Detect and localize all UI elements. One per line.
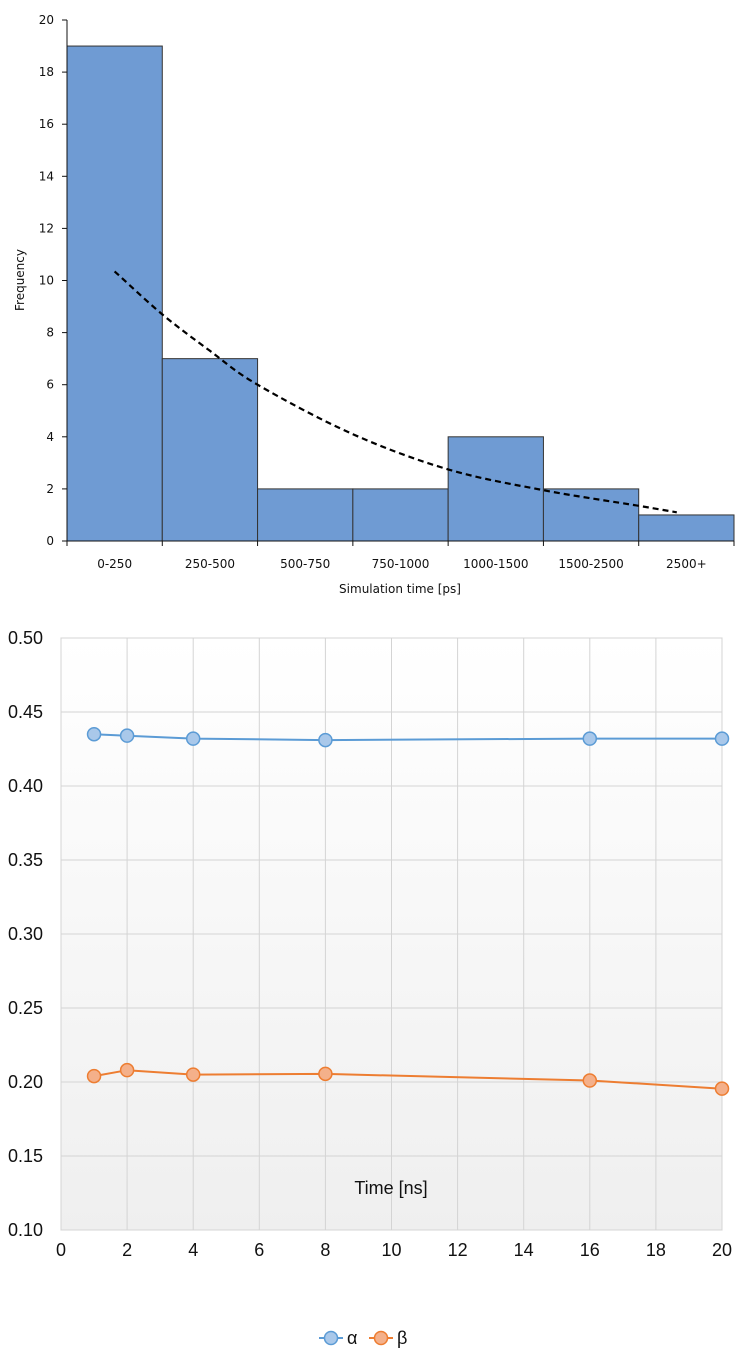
line-x-axis-label: Time [ns] <box>354 1178 427 1198</box>
histogram-bar <box>257 488 354 542</box>
y-tick-label: 0.35 <box>8 850 43 870</box>
legend-item: β <box>369 1328 407 1348</box>
x-tick-label: 1500-2500 <box>558 557 623 571</box>
y-tick-label: 12 <box>39 221 54 235</box>
data-point <box>714 731 730 746</box>
y-tick-label: 14 <box>39 169 54 183</box>
histogram-axes <box>66 20 735 546</box>
x-tick-label: 4 <box>188 1240 198 1260</box>
y-tick-label: 18 <box>39 65 54 79</box>
x-tick-label: 12 <box>448 1240 468 1260</box>
y-tick-label: 8 <box>46 326 54 340</box>
data-point <box>119 728 135 743</box>
y-tick-label: 6 <box>46 378 54 392</box>
x-tick-label: 20 <box>712 1240 732 1260</box>
series-beta <box>86 1062 730 1096</box>
y-tick-label: 0.50 <box>8 628 43 648</box>
legend-label: α <box>347 1328 357 1348</box>
histogram-bar <box>161 358 259 542</box>
histogram-bar <box>447 436 544 542</box>
data-point <box>185 1067 201 1082</box>
line-y-ticks: 0.10 0.15 0.20 0.25 0.30 0.35 0.40 0.45 0.50 <box>8 628 43 1240</box>
y-tick-label: 0.25 <box>8 998 43 1018</box>
data-point <box>582 1073 598 1088</box>
data-point <box>318 732 333 748</box>
histogram-bar <box>638 514 735 542</box>
y-tick-label: 0.30 <box>8 924 43 944</box>
histogram-x-ticks: 0-250 250-500 500-750 750-1000 1000-1500 1500… <box>97 557 706 571</box>
x-tick-label: 500-750 <box>280 557 330 571</box>
y-tick-label: 0.15 <box>8 1146 43 1166</box>
histogram-bar <box>352 488 449 542</box>
y-tick-label: 0.40 <box>8 776 43 796</box>
trendline <box>113 270 677 514</box>
legend-marker <box>373 1330 389 1346</box>
legend-item: α <box>319 1328 357 1348</box>
series-alpha <box>86 726 730 748</box>
x-tick-label: 10 <box>381 1240 401 1260</box>
gridlines <box>60 637 723 1231</box>
histogram-y-ticks: 0 2 4 6 8 10 12 14 16 18 20 <box>39 13 67 548</box>
x-tick-label: 0 <box>56 1240 66 1260</box>
data-point <box>86 726 102 742</box>
x-tick-label: 8 <box>320 1240 330 1260</box>
data-point <box>714 1081 730 1096</box>
data-point <box>185 731 201 746</box>
histogram-y-axis-label: Frequency <box>13 249 27 311</box>
line-chart: 0.10 0.15 0.20 0.25 0.30 0.35 0.40 0.45 0.50 0 2 4… <box>8 628 732 1348</box>
x-tick-label: 0-250 <box>97 557 132 571</box>
line-series <box>86 726 730 1096</box>
y-tick-label: 4 <box>46 430 54 444</box>
x-tick-label: 6 <box>254 1240 264 1260</box>
x-tick-label: 16 <box>580 1240 600 1260</box>
histogram-chart: 0 2 4 6 8 10 12 14 16 18 20 0-250 250-500 500-750 750… <box>13 13 735 596</box>
y-tick-label: 20 <box>39 13 54 27</box>
y-tick-label: 0.20 <box>8 1072 43 1092</box>
data-point <box>119 1062 135 1078</box>
data-point <box>318 1066 333 1082</box>
y-tick-label: 0.10 <box>8 1220 43 1240</box>
x-tick-label: 250-500 <box>185 557 235 571</box>
data-point <box>86 1068 102 1084</box>
histogram-x-axis-label: Simulation time [ps] <box>339 582 461 596</box>
y-tick-label: 0 <box>46 534 54 548</box>
y-tick-label: 2 <box>46 482 54 496</box>
x-tick-label: 14 <box>514 1240 534 1260</box>
x-tick-label: 2500+ <box>666 557 707 571</box>
x-tick-label: 750-1000 <box>372 557 430 571</box>
y-tick-label: 16 <box>39 117 54 131</box>
histogram-bar <box>66 45 163 542</box>
line-x-ticks: 0 2 4 6 8 10 12 14 16 18 20 <box>56 1240 732 1260</box>
x-tick-label: 1000-1500 <box>463 557 528 571</box>
x-tick-label: 18 <box>646 1240 666 1260</box>
y-tick-label: 10 <box>39 274 54 288</box>
legend-marker <box>323 1330 339 1346</box>
data-point <box>582 731 598 746</box>
histogram-bars <box>66 45 735 542</box>
histogram-bar <box>542 488 640 542</box>
y-tick-label: 0.45 <box>8 702 43 722</box>
x-tick-label: 2 <box>122 1240 132 1260</box>
legend-label: β <box>397 1328 407 1348</box>
